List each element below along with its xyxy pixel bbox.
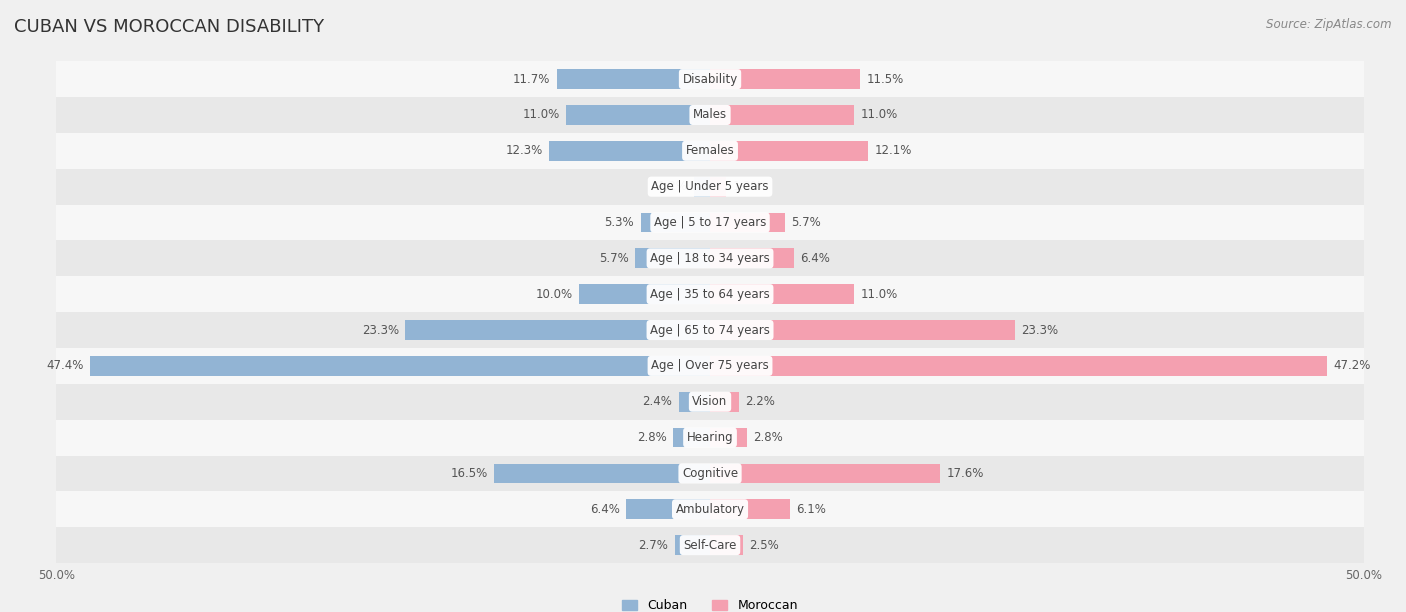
Text: Cognitive: Cognitive <box>682 467 738 480</box>
Bar <box>695 177 710 196</box>
Bar <box>56 527 1364 563</box>
Bar <box>710 177 725 196</box>
Text: Disability: Disability <box>682 73 738 86</box>
Text: 11.0%: 11.0% <box>523 108 560 121</box>
Bar <box>56 204 1364 241</box>
Text: 2.2%: 2.2% <box>745 395 775 408</box>
Text: Age | Under 5 years: Age | Under 5 years <box>651 180 769 193</box>
Bar <box>710 248 794 268</box>
Text: 17.6%: 17.6% <box>946 467 984 480</box>
Text: 11.5%: 11.5% <box>868 73 904 86</box>
Text: 5.3%: 5.3% <box>605 216 634 229</box>
Text: 6.4%: 6.4% <box>591 503 620 516</box>
Text: 2.5%: 2.5% <box>749 539 779 551</box>
Text: 47.2%: 47.2% <box>1334 359 1371 372</box>
Bar <box>557 69 710 89</box>
Text: 11.7%: 11.7% <box>513 73 551 86</box>
Bar <box>405 320 710 340</box>
Bar <box>675 536 710 555</box>
Text: 47.4%: 47.4% <box>46 359 84 372</box>
Bar <box>56 420 1364 455</box>
Bar <box>626 499 710 519</box>
Text: CUBAN VS MOROCCAN DISABILITY: CUBAN VS MOROCCAN DISABILITY <box>14 18 325 36</box>
Bar <box>710 499 790 519</box>
Bar <box>641 212 710 233</box>
Bar <box>710 285 853 304</box>
Bar <box>567 105 710 125</box>
Bar <box>710 428 747 447</box>
Text: Females: Females <box>686 144 734 157</box>
Bar <box>56 491 1364 527</box>
Text: Age | 18 to 34 years: Age | 18 to 34 years <box>650 252 770 265</box>
Text: 16.5%: 16.5% <box>450 467 488 480</box>
Text: 11.0%: 11.0% <box>860 108 897 121</box>
Bar <box>550 141 710 161</box>
Text: 1.2%: 1.2% <box>658 180 688 193</box>
Text: 2.4%: 2.4% <box>643 395 672 408</box>
Bar <box>90 356 710 376</box>
Bar <box>679 392 710 412</box>
Bar <box>56 276 1364 312</box>
Bar <box>56 241 1364 276</box>
Bar <box>636 248 710 268</box>
Text: 12.3%: 12.3% <box>505 144 543 157</box>
Text: 1.2%: 1.2% <box>733 180 762 193</box>
Text: 23.3%: 23.3% <box>1021 324 1059 337</box>
Text: Vision: Vision <box>692 395 728 408</box>
Text: Hearing: Hearing <box>686 431 734 444</box>
Bar <box>710 212 785 233</box>
Bar <box>495 463 710 483</box>
Bar <box>710 463 941 483</box>
Bar <box>673 428 710 447</box>
Bar <box>56 384 1364 420</box>
Bar <box>710 69 860 89</box>
Text: Source: ZipAtlas.com: Source: ZipAtlas.com <box>1267 18 1392 31</box>
Bar <box>710 356 1327 376</box>
Text: Age | 35 to 64 years: Age | 35 to 64 years <box>650 288 770 300</box>
Bar <box>710 141 869 161</box>
Text: 5.7%: 5.7% <box>792 216 821 229</box>
Text: 10.0%: 10.0% <box>536 288 572 300</box>
Bar <box>56 312 1364 348</box>
Bar <box>710 392 738 412</box>
Text: 2.7%: 2.7% <box>638 539 668 551</box>
Bar <box>56 169 1364 204</box>
Text: 2.8%: 2.8% <box>637 431 666 444</box>
Text: Males: Males <box>693 108 727 121</box>
Bar <box>56 133 1364 169</box>
Bar <box>56 61 1364 97</box>
Text: Age | 65 to 74 years: Age | 65 to 74 years <box>650 324 770 337</box>
Bar <box>56 455 1364 491</box>
Bar <box>710 536 742 555</box>
Legend: Cuban, Moroccan: Cuban, Moroccan <box>617 594 803 612</box>
Text: 5.7%: 5.7% <box>599 252 628 265</box>
Text: 11.0%: 11.0% <box>860 288 897 300</box>
Bar <box>56 97 1364 133</box>
Text: 6.4%: 6.4% <box>800 252 830 265</box>
Text: Ambulatory: Ambulatory <box>675 503 745 516</box>
Bar <box>710 105 853 125</box>
Text: 12.1%: 12.1% <box>875 144 912 157</box>
Bar <box>710 320 1015 340</box>
Text: Self-Care: Self-Care <box>683 539 737 551</box>
Text: 23.3%: 23.3% <box>361 324 399 337</box>
Text: 2.8%: 2.8% <box>754 431 783 444</box>
Text: 6.1%: 6.1% <box>796 503 827 516</box>
Text: Age | 5 to 17 years: Age | 5 to 17 years <box>654 216 766 229</box>
Bar <box>56 348 1364 384</box>
Text: Age | Over 75 years: Age | Over 75 years <box>651 359 769 372</box>
Bar <box>579 285 710 304</box>
